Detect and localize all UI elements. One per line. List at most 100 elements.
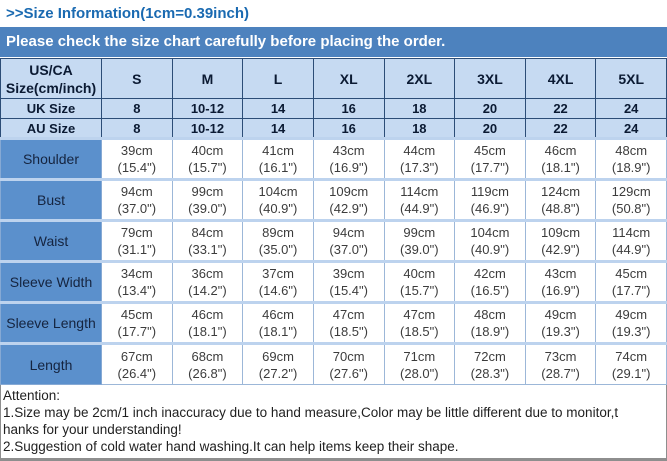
measurement-cell: 47cm (18.5") — [383, 301, 456, 344]
cm-value: 39cm — [332, 266, 365, 281]
inch-value: (29.1") — [611, 365, 651, 381]
size-value: 20 — [454, 98, 526, 119]
measurement-row-label: Waist — [0, 219, 102, 262]
cm-value: 48cm — [615, 143, 648, 158]
attention-line: 2.Suggestion of cold water hand washing.… — [3, 439, 459, 454]
cm-value: 124cm — [541, 184, 581, 199]
inch-value: (16.1") — [258, 160, 298, 175]
inch-value: (33.1") — [188, 242, 227, 257]
measurement-cell: 42cm (16.5") — [454, 260, 526, 303]
cm-value: 43cm — [544, 266, 577, 281]
inch-value: (17.3") — [400, 160, 439, 175]
measurement-cell: 99cm (39.0") — [171, 178, 244, 221]
measurement-cell: 43cm (16.9") — [524, 260, 597, 303]
cm-value: 46cm — [191, 307, 224, 322]
measurement-cell: 34cm (13.4") — [101, 260, 173, 303]
inch-value: (37.0") — [329, 242, 368, 257]
cm-value: 70cm — [332, 348, 365, 364]
measurement-cell: 94cm (37.0") — [101, 178, 173, 221]
inch-value: (26.4") — [117, 365, 157, 381]
measurement-cell: 39cm (15.4") — [101, 137, 173, 180]
inch-value: (16.9") — [541, 283, 580, 298]
size-row: UK Size 8 10-12 14 16 18 20 22 24 — [0, 98, 667, 119]
inch-value: (13.4") — [117, 283, 157, 298]
size-value: 8 — [101, 118, 173, 139]
size-value: 24 — [595, 98, 667, 119]
cm-value: 129cm — [611, 184, 651, 199]
size-column-header: L — [242, 58, 314, 99]
measurement-cell: 124cm (48.8") — [524, 178, 597, 221]
measurement-cell: 45cm (17.7") — [595, 260, 667, 303]
size-value: 22 — [524, 98, 597, 119]
measurement-cell: 104cm (40.9") — [454, 219, 526, 262]
size-table: US/CA Size(cm/inch) S M L XL 2XL 3XL 4XL 5XL UK… — [0, 58, 667, 385]
size-value: 18 — [383, 98, 456, 119]
cm-value: 84cm — [191, 225, 224, 240]
inch-value: (40.9") — [258, 201, 298, 216]
measurement-row-label: Shoulder — [0, 137, 102, 180]
measurement-cell: 114cm (44.9") — [595, 219, 667, 262]
measurement-cell: 129cm (50.8") — [595, 178, 667, 221]
measurement-cell: 67cm (26.4") — [101, 342, 173, 385]
measurement-cell: 44cm (17.3") — [383, 137, 456, 180]
cm-value: 94cm — [120, 184, 153, 199]
inch-value: (50.8") — [611, 201, 651, 216]
measurement-cell: 48cm (18.9") — [454, 301, 526, 344]
inch-value: (17.7") — [470, 160, 510, 175]
attention-heading: Attention: — [3, 388, 61, 403]
corner-header-line2: Size(cm/inch) — [5, 79, 97, 96]
inch-value: (27.6") — [329, 365, 368, 381]
cm-value: 67cm — [120, 348, 153, 364]
measurement-cell: 79cm (31.1") — [101, 219, 173, 262]
measurement-cell: 109cm (42.9") — [524, 219, 597, 262]
inch-value: (18.1") — [258, 324, 298, 339]
cm-value: 89cm — [262, 225, 294, 240]
size-value: 8 — [101, 98, 173, 119]
size-value: 16 — [312, 118, 385, 139]
page-title: >>Size Information(1cm=0.39inch) — [6, 5, 249, 22]
inch-value: (19.3") — [541, 324, 580, 339]
measurement-cell: 40cm (15.7") — [171, 137, 244, 180]
inch-value: (28.7") — [541, 365, 580, 381]
cm-value: 37cm — [262, 266, 294, 281]
measurement-cell: 45cm (17.7") — [101, 301, 173, 344]
cm-value: 45cm — [474, 143, 506, 158]
cm-value: 71cm — [403, 348, 436, 364]
cm-value: 46cm — [544, 143, 577, 158]
inch-value: (14.6") — [258, 283, 298, 298]
measurement-cell: 69cm (27.2") — [242, 342, 314, 385]
inch-value: (35.0") — [258, 242, 298, 257]
attention-line: hanks for your understanding! — [3, 422, 182, 437]
corner-header: US/CA Size(cm/inch) — [0, 58, 102, 99]
size-column-header: S — [101, 58, 173, 99]
size-value: 14 — [242, 118, 314, 139]
size-column-header: XL — [312, 58, 385, 99]
inch-value: (17.7") — [117, 324, 157, 339]
size-value: 14 — [242, 98, 314, 119]
measurement-cell: 39cm (15.4") — [312, 260, 385, 303]
measurement-row: Length 67cm (26.4") 68cm (26.8") 69cm (27.2") 7… — [0, 342, 667, 385]
cm-value: 46cm — [262, 307, 294, 322]
inch-value: (18.9") — [470, 324, 510, 339]
cm-value: 94cm — [332, 225, 365, 240]
measurement-cell: 46cm (18.1") — [524, 137, 597, 180]
cm-value: 104cm — [258, 184, 298, 199]
cm-value: 109cm — [541, 225, 581, 240]
inch-value: (14.2") — [188, 283, 227, 298]
size-row-label: UK Size — [0, 98, 102, 119]
size-chart-banner: Please check the size chart carefully be… — [0, 27, 667, 57]
inch-value: (28.3") — [470, 365, 510, 381]
measurement-row: Sleeve Width 34cm (13.4") 36cm (14.2") 37cm (1… — [0, 260, 667, 303]
inch-value: (46.9") — [470, 201, 510, 216]
measurement-row: Sleeve Length 45cm (17.7") 46cm (18.1") 46cm (… — [0, 301, 667, 344]
cm-value: 114cm — [612, 225, 651, 240]
inch-value: (17.7") — [611, 283, 651, 298]
cm-value: 47cm — [332, 307, 365, 322]
inch-value: (15.7") — [188, 160, 227, 175]
inch-value: (15.4") — [329, 283, 368, 298]
measurement-cell: 73cm (28.7") — [524, 342, 597, 385]
cm-value: 48cm — [474, 307, 506, 322]
inch-value: (15.4") — [117, 160, 157, 175]
cm-value: 49cm — [615, 307, 648, 322]
cm-value: 34cm — [120, 266, 153, 281]
